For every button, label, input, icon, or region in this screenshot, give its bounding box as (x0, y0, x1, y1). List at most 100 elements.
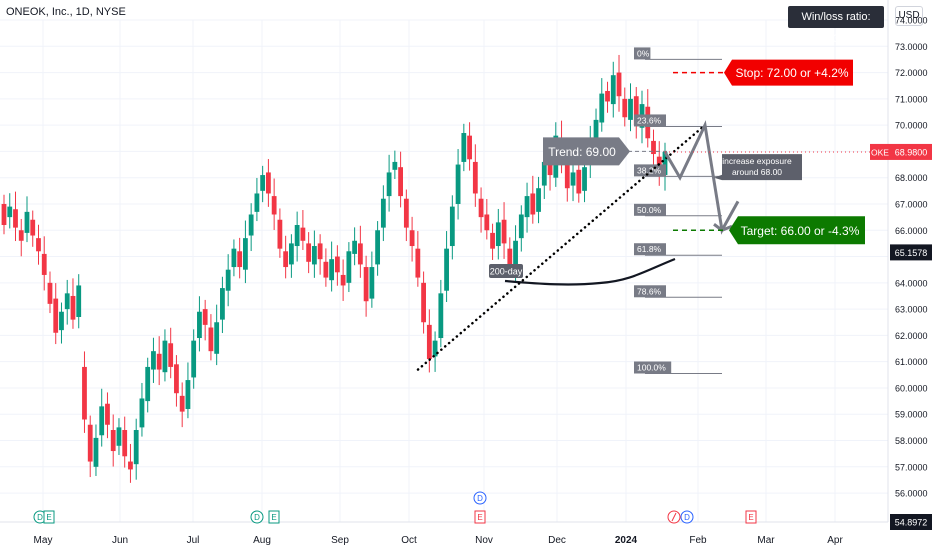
candle (133, 418, 139, 480)
split-icon (667, 510, 681, 524)
ma-price-badge (890, 244, 932, 261)
candle-body (610, 75, 616, 105)
projection-polyline (663, 120, 740, 235)
fib-level-label: 100.0% (637, 363, 666, 373)
fib-level-tag (634, 47, 651, 60)
event-icon-letter: D (37, 513, 43, 522)
price-tick-label: 73.0000 (895, 42, 928, 52)
fib-level-label: 23.6% (637, 115, 662, 125)
candle-body (168, 343, 174, 367)
candle-body (518, 214, 524, 239)
price-tick-label: 70.0000 (895, 121, 928, 131)
candle (266, 159, 271, 207)
time-axis: May Jun Jul Aug Sep Oct Nov Dec 2024 Feb Mar Apr (0, 521, 888, 546)
dividend-icon: D (473, 491, 487, 505)
candle (651, 129, 656, 166)
candle-body (179, 395, 185, 412)
candle-body (478, 198, 484, 218)
earnings-icon: E (43, 510, 55, 524)
candle (323, 248, 329, 287)
candle (633, 87, 639, 139)
candle-body (375, 230, 381, 265)
candle (444, 231, 449, 303)
candle-body (570, 172, 576, 186)
candle (1, 194, 7, 235)
candle-body (547, 159, 553, 176)
candle-body (139, 398, 145, 428)
candle-body (47, 282, 53, 304)
candle-body (582, 167, 587, 191)
time-tick-label: Mar (757, 535, 775, 546)
candle-body (409, 230, 415, 247)
candle (254, 177, 260, 222)
candle-body (334, 256, 340, 273)
dotted-trendline (416, 123, 707, 371)
candle (139, 382, 145, 437)
candle-body (156, 353, 162, 370)
time-tick-label: Oct (401, 535, 417, 546)
candle-body (564, 164, 570, 189)
candle (438, 279, 444, 348)
ma-tag: 200-day (489, 264, 523, 278)
candle-body (243, 238, 248, 270)
bottom-price-badge (890, 514, 932, 530)
candle-body (162, 340, 168, 373)
stop-label-text: Stop: 72.00 or +4.2% (735, 66, 848, 80)
trendline (416, 123, 707, 371)
candle (455, 149, 461, 220)
price-tick-label: 74.0000 (895, 16, 928, 26)
time-tick-label: Feb (689, 535, 707, 546)
candle (524, 182, 530, 233)
candle (271, 178, 277, 230)
time-tick-label: Dec (548, 535, 566, 546)
candle-body (426, 324, 432, 360)
fib-level-label: 61.8% (637, 244, 662, 254)
candle-body (260, 175, 266, 191)
candle-body (266, 172, 271, 194)
event-icon-letter: E (46, 513, 51, 522)
split-icon-slash (671, 512, 677, 522)
currency-selector[interactable]: USD (895, 6, 923, 26)
earnings-icon-box (268, 510, 280, 524)
candle-body (616, 72, 622, 97)
candle (518, 205, 524, 252)
candle-body (346, 251, 352, 283)
candle (536, 176, 541, 224)
candle-body (507, 248, 513, 268)
candle (225, 254, 231, 307)
candle-body (415, 248, 421, 278)
candle (260, 165, 266, 203)
candle-body (53, 298, 59, 333)
fib-level-tag (634, 361, 672, 374)
dividend-icon-circle (473, 491, 487, 505)
candle-body (530, 193, 536, 215)
candle-body (7, 206, 13, 218)
candle-body (628, 98, 633, 120)
earnings-icon: E (474, 510, 486, 524)
candle-body (174, 364, 179, 394)
candle (346, 242, 352, 293)
candle-body (76, 285, 82, 317)
candle-body (495, 222, 501, 247)
ticker-badge-label: OKE (871, 147, 889, 157)
ma-tag-box (489, 264, 523, 278)
candle-body (352, 240, 358, 254)
candle (185, 362, 191, 419)
candle (277, 208, 283, 258)
candle-body (421, 282, 426, 323)
event-icon-letter: E (748, 513, 753, 522)
candle-body (392, 161, 398, 170)
candle (386, 154, 392, 212)
candle (283, 235, 289, 279)
candle (220, 276, 225, 334)
candle-body (24, 211, 30, 233)
fib-level-tag (634, 203, 666, 216)
candle-body (311, 246, 317, 265)
candle-body (317, 243, 323, 260)
candle-body (36, 238, 41, 252)
candle-body (237, 251, 243, 268)
time-tick-label: May (34, 535, 53, 546)
candle-body (64, 293, 70, 310)
candle (151, 337, 156, 383)
